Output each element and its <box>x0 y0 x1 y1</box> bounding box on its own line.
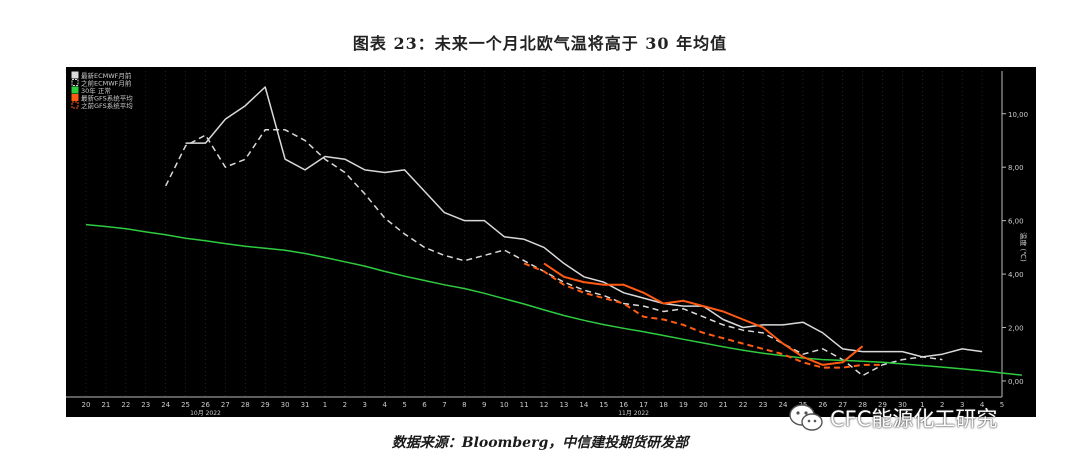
x-tick-label: 28 <box>241 401 250 409</box>
x-tick-label: 30 <box>281 401 290 409</box>
x-tick-label: 30 <box>898 401 907 409</box>
x-tick-label: 18 <box>659 401 668 409</box>
x-tick-label: 5 <box>402 401 406 409</box>
series-line-3 <box>543 262 864 366</box>
x-tick-label: 4 <box>980 401 985 409</box>
y-tick-label: 0,00 <box>1008 378 1024 386</box>
legend-label: 30年 正常 <box>81 86 111 95</box>
x-tick-label: 28 <box>858 401 867 409</box>
source-note: 数据来源：Bloomberg，中信建投期货研发部 <box>391 435 689 451</box>
series-lines <box>85 86 1022 377</box>
y-tick-label: 10,00 <box>1008 111 1028 119</box>
x-tick-label: 1 <box>323 401 327 409</box>
x-tick-label: 23 <box>141 401 150 409</box>
x-tick-label: 20 <box>82 401 91 409</box>
x-tick-label: 21 <box>101 401 110 409</box>
legend-label: 最新ECMWF月前 <box>81 71 132 80</box>
x-tick-label: 26 <box>201 401 210 409</box>
x-tick-label: 2 <box>940 401 944 409</box>
x-month-label: 10月 2022 <box>190 410 221 417</box>
y-axis: 0,00 2,00 4,00 6,00 8,00 10,00 温度 (℃) <box>1001 71 1028 397</box>
legend-swatch <box>71 86 79 94</box>
y-tick-label: 4,00 <box>1008 271 1024 279</box>
x-tick-label: 29 <box>261 401 270 409</box>
legend-swatch <box>71 101 79 109</box>
x-tick-label: 2 <box>343 401 347 409</box>
x-month-label: 11月 2022 <box>618 410 649 417</box>
x-tick-label: 1 <box>920 401 924 409</box>
x-tick-label: 24 <box>778 401 787 409</box>
x-tick-label: 24 <box>161 401 170 409</box>
legend-swatch <box>71 71 79 79</box>
legend-label: 之前GFS系统平均 <box>81 101 133 110</box>
x-tick-label: 11 <box>520 401 529 409</box>
legend-swatch <box>71 79 79 86</box>
series-line-1 <box>165 129 943 377</box>
x-tick-label: 9 <box>482 401 486 409</box>
x-tick-label: 15 <box>599 401 608 409</box>
x-tick-label: 16 <box>619 401 628 409</box>
x-tick-label: 23 <box>759 401 768 409</box>
legend-swatch <box>71 94 79 101</box>
x-tick-label: 7 <box>442 401 446 409</box>
figure-title: 图表 23：未来一个月北欧气温将高于 30 年均值 <box>352 34 728 53</box>
x-tick-label: 27 <box>221 401 230 409</box>
x-tick-label: 8 <box>462 401 466 409</box>
grid-lines <box>85 71 1003 397</box>
x-tick-label: 27 <box>838 401 847 409</box>
watermark-text: CFC能源化工研究 <box>830 407 998 431</box>
x-tick-label: 20 <box>699 401 708 409</box>
x-tick-label: 26 <box>818 401 827 409</box>
y-tick-label: 8,00 <box>1008 164 1024 172</box>
y-tick-label: 2,00 <box>1008 325 1024 333</box>
x-tick-label: 13 <box>559 401 568 409</box>
series-line-0 <box>185 86 983 358</box>
x-tick-label: 12 <box>540 401 549 409</box>
x-tick-label: 6 <box>422 401 427 409</box>
legend-label: 之前ECMWF月前 <box>81 79 132 88</box>
x-tick-label: 22 <box>121 401 130 409</box>
x-tick-label: 14 <box>579 401 588 409</box>
wechat-icon <box>789 404 823 431</box>
chart-panel: 0,00 2,00 4,00 6,00 8,00 10,00 温度 (℃) 20 21 22 23… <box>66 67 1036 417</box>
x-tick-label: 19 <box>679 401 688 409</box>
x-tick-label: 4 <box>382 401 387 409</box>
x-tick-label: 22 <box>739 401 748 409</box>
x-tick-label: 5 <box>1000 401 1004 409</box>
x-tick-label: 10 <box>500 401 509 409</box>
y-axis-title: 温度 (℃) <box>1019 232 1028 262</box>
series-line-2 <box>85 223 1022 376</box>
x-tick-label: 21 <box>719 401 728 409</box>
legend-label: 最新GFS系统平均 <box>81 94 133 103</box>
series-line-4 <box>523 262 883 369</box>
x-tick-label: 17 <box>639 401 648 409</box>
x-tick-label: 3 <box>960 401 964 409</box>
watermark: CFC能源化工研究 <box>788 400 997 436</box>
x-tick-label: 25 <box>181 401 190 409</box>
x-tick-label: 3 <box>363 401 367 409</box>
x-tick-label: 29 <box>878 401 887 409</box>
x-tick-label: 31 <box>301 401 310 409</box>
y-tick-label: 6,00 <box>1008 218 1024 226</box>
